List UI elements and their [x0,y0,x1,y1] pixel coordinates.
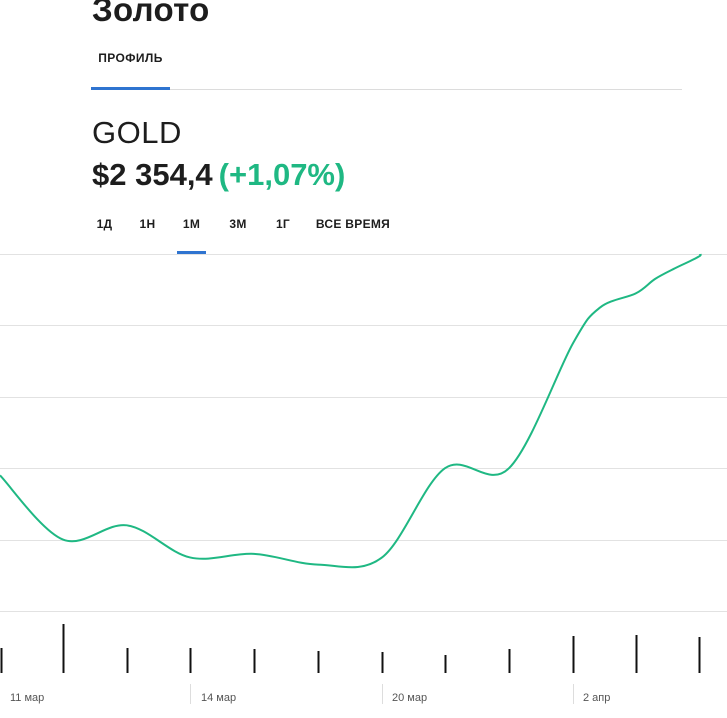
tab-profile[interactable]: ПРОФИЛЬ [91,47,170,90]
range-1y[interactable]: 1Г [275,217,291,231]
price-change: (+1,07%) [218,157,346,192]
profile-tabs: ПРОФИЛЬ [91,0,682,90]
range-all-time[interactable]: ВСЕ ВРЕМЯ [315,217,391,231]
price-value: $2 354,4 [92,157,213,192]
x-tick-label-1: 14 мар [201,692,236,704]
range-3m[interactable]: 3М [229,217,247,231]
x-tick-label-0: 11 мар [10,692,44,704]
price-row: $2 354,4 (+1,07%) [92,157,345,193]
price-line [0,253,702,569]
page-title: Золото [92,0,210,28]
x-tick-label-2: 20 мар [392,692,427,704]
range-1m[interactable]: 1М [177,212,206,254]
ticker-symbol: GOLD [92,115,182,150]
x-tick-label-3: 2 апр [583,692,610,704]
range-1w[interactable]: 1Н [139,217,156,231]
range-1d[interactable]: 1Д [96,217,113,231]
range-selector: 1Д 1Н 1М 3М 1Г ВСЕ ВРЕМЯ [0,212,727,254]
